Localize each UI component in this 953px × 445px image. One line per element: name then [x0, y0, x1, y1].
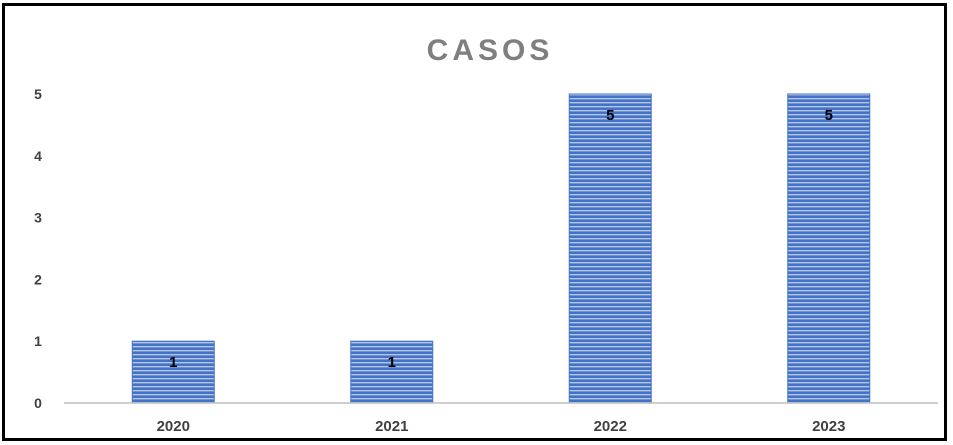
data-label: 5 [606, 107, 614, 124]
x-tick-label: 2021 [375, 418, 408, 435]
y-tick-label: 2 [34, 271, 42, 287]
bar [568, 93, 652, 404]
x-tick-label: 2020 [157, 418, 190, 435]
y-tick-label: 4 [34, 148, 42, 164]
y-tick-label: 3 [34, 210, 42, 226]
x-tick-label: 2023 [812, 418, 845, 435]
y-axis: 0 1 2 3 4 5 [34, 86, 42, 411]
data-label: 1 [388, 354, 396, 371]
y-tick-label: 0 [34, 395, 42, 411]
data-labels-group: 1 1 5 5 [169, 107, 833, 371]
y-tick-label: 1 [34, 333, 42, 349]
x-tick-label: 2022 [594, 418, 627, 435]
chart-title: CASOS [427, 34, 554, 67]
bar [131, 340, 215, 404]
data-label: 5 [825, 107, 833, 124]
x-axis: 2020 2021 2022 2023 [157, 418, 846, 435]
y-tick-label: 5 [34, 86, 42, 102]
bar [787, 93, 871, 404]
data-label: 1 [169, 354, 177, 371]
bars-group [131, 93, 871, 404]
bar [350, 340, 434, 404]
